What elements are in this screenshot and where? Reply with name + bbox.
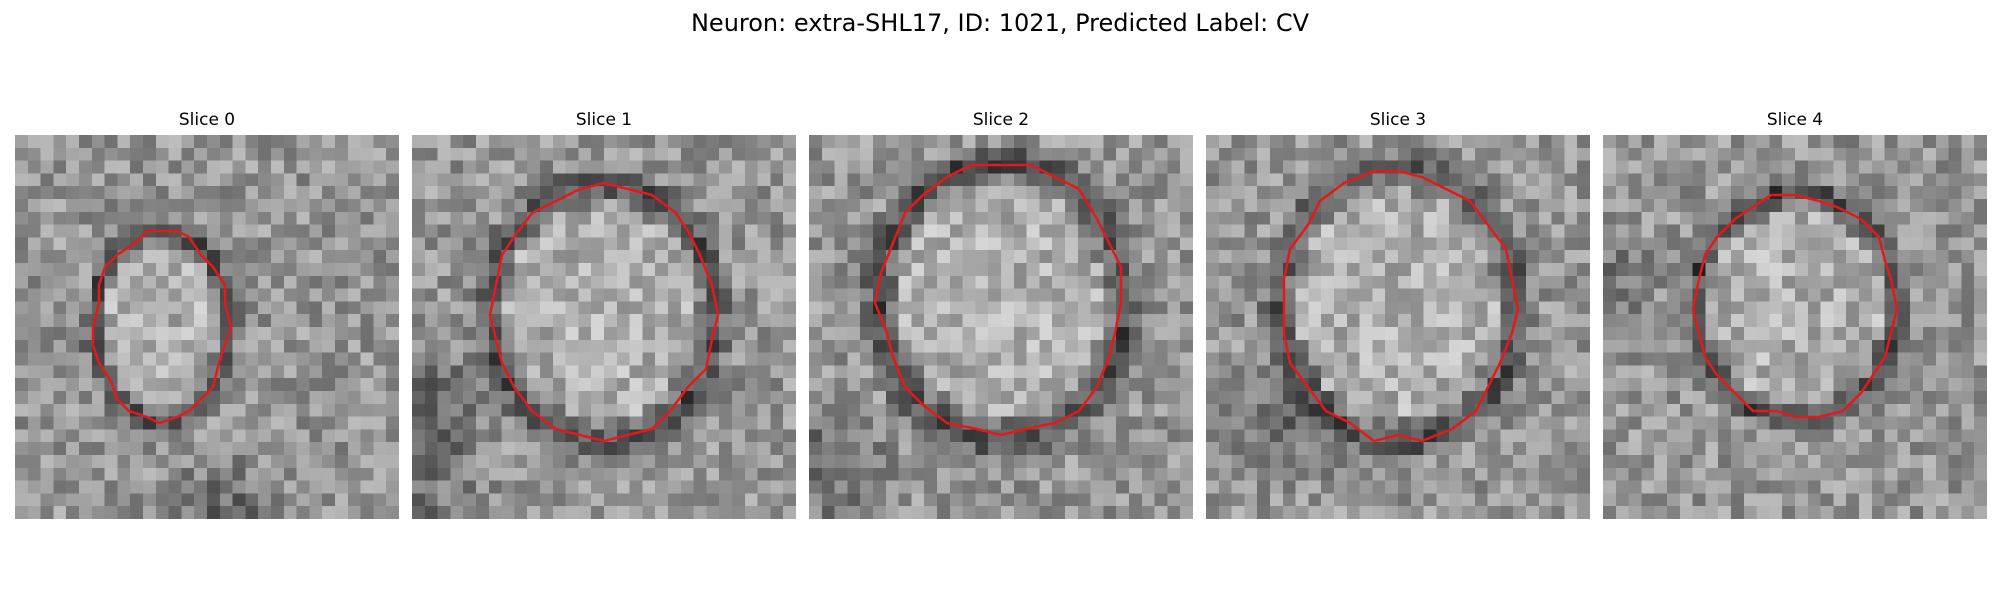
- grayscale-slice: [15, 135, 399, 519]
- segmentation-contour: [91, 229, 233, 425]
- slice-panel-2: Slice 2: [809, 108, 1193, 519]
- segmentation-contour: [873, 163, 1123, 437]
- grayscale-slice: [412, 135, 796, 519]
- segmentation-contour: [488, 181, 720, 443]
- microscopy-image: [15, 135, 399, 519]
- microscopy-image: [1603, 135, 1987, 519]
- slice-panel-3: Slice 3: [1206, 108, 1590, 519]
- slice-panel-0: Slice 0: [15, 108, 399, 519]
- grayscale-slice: [1206, 135, 1590, 519]
- slice-panel-4: Slice 4: [1603, 108, 1987, 519]
- slice-title: Slice 3: [1369, 110, 1427, 130]
- grayscale-slice: [809, 135, 1193, 519]
- figure-title: Neuron: extra-SHL17, ID: 1021, Predicted…: [690, 9, 1310, 37]
- slice-title: Slice 1: [575, 110, 633, 130]
- slice-title: Slice 4: [1766, 110, 1824, 130]
- segmentation-contour: [1691, 193, 1899, 419]
- grayscale-slice: [1603, 135, 1987, 519]
- slice-title: Slice 2: [972, 110, 1030, 130]
- microscopy-image: [809, 135, 1193, 519]
- segmentation-contour: [1282, 169, 1520, 443]
- slice-panel-1: Slice 1: [412, 108, 796, 519]
- microscopy-image: [1206, 135, 1590, 519]
- microscopy-image: [412, 135, 796, 519]
- slice-title: Slice 0: [178, 110, 236, 130]
